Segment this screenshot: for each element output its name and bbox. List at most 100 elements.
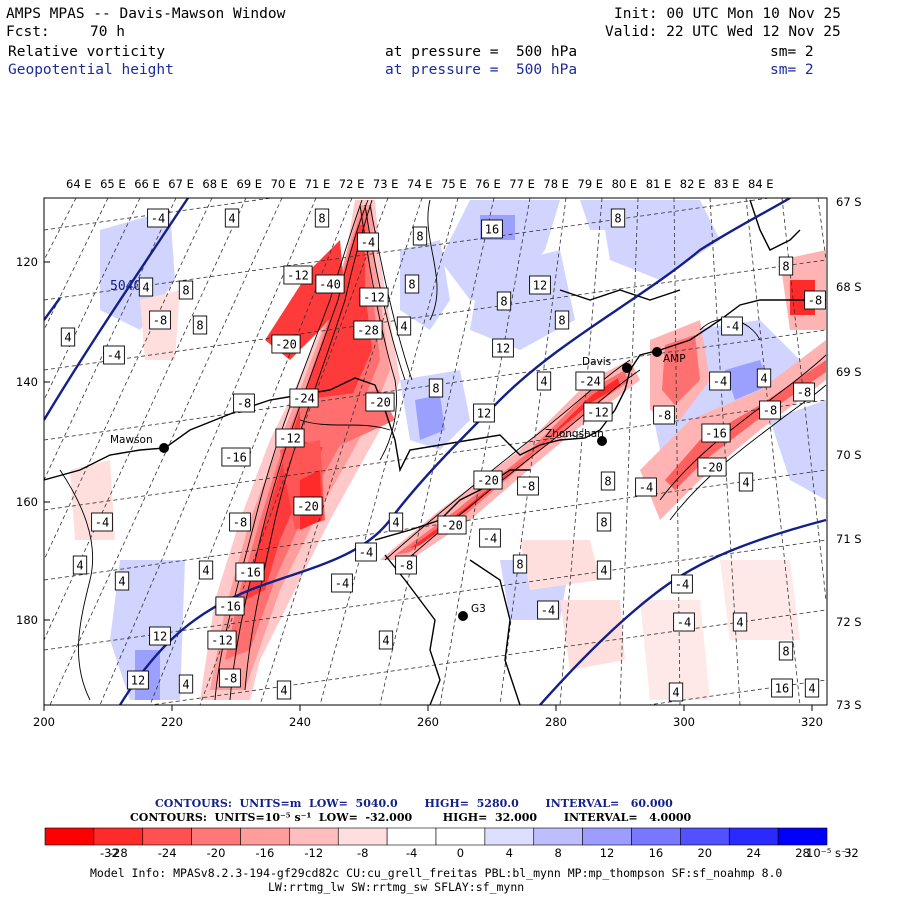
vorticity-label: -20 [437,515,467,535]
colorbar-swatch [484,827,535,846]
x-tick-label: 280 [545,715,567,729]
svg-text:-20: -20 [369,396,391,410]
lon-label: 79 E [578,177,604,191]
svg-text:8: 8 [614,212,621,226]
colorbar-tick-label: 4 [506,846,513,860]
svg-text:-20: -20 [701,461,723,475]
svg-text:-8: -8 [657,409,671,423]
vorticity-label: -8 [653,405,675,425]
svg-text:-4: -4 [725,320,739,334]
station-markers [159,347,662,621]
svg-text:4: 4 [76,559,83,573]
svg-text:4: 4 [808,682,815,696]
svg-text:-16: -16 [705,427,727,441]
svg-text:8: 8 [782,645,789,659]
vorticity-label: 4 [60,327,76,347]
vorticity-label: -20 [473,470,503,490]
svg-text:-24: -24 [579,375,601,389]
svg-text:-20: -20 [441,519,463,533]
svg-text:12: 12 [153,630,167,644]
svg-text:8: 8 [432,382,439,396]
svg-text:-4: -4 [361,236,375,250]
field2-smoothing: sm= 2 [770,62,814,78]
vorticity-label: 8 [496,291,512,311]
colorbar-swatch [386,827,437,846]
lon-label: 67 E [168,177,194,191]
svg-text:12: 12 [496,342,510,356]
colorbar-swatch [680,827,730,846]
vorticity-label: -4 [671,574,693,594]
vorticity-label: 4 [668,682,684,702]
svg-text:8: 8 [600,516,607,530]
lon-label: 84 E [748,177,774,191]
station-zhongshan [597,436,607,446]
svg-text:4: 4 [64,331,71,345]
vorticity-label: -8 [793,382,815,402]
vorticity-label: -40 [315,274,345,294]
svg-text:-8: -8 [399,559,413,573]
vorticity-label: 16 [481,219,503,239]
vorticity-label: 8 [404,274,420,294]
colorbar-units: 10⁻⁵ s⁻¹ [806,846,852,860]
vorticity-label: 8 [314,208,330,228]
svg-text:-8: -8 [153,314,167,328]
svg-text:8: 8 [500,295,507,309]
colorbar-tick-label: -12 [304,846,323,860]
model-info-line1: Model Info: MPASv8.2.3-194-gf29cd82c CU:… [90,866,783,880]
plot-area: Mawson Davis AMP Zhongshan G3 5040 -4 4 8-… [44,198,827,705]
vorticity-label: -20 [271,334,301,354]
lon-label: 83 E [714,177,740,191]
svg-text:-8: -8 [233,516,247,530]
vorticity-label: 8 [428,378,444,398]
lon-label: 82 E [680,177,706,191]
vorticity-label: -8 [229,512,251,532]
colorbar-swatch [289,827,339,846]
forecast-hour: 70 h [90,24,125,40]
svg-text:-8: -8 [237,397,251,411]
vorticity-label: 12 [149,626,171,646]
svg-text:4: 4 [382,634,389,648]
svg-text:4: 4 [392,516,399,530]
vorticity-label: -4 [355,542,377,562]
vorticity-label: -24 [289,388,319,408]
lon-label: 78 E [543,177,569,191]
colorbar-swatch [337,827,388,846]
svg-text:-8: -8 [223,672,237,686]
svg-text:8: 8 [558,314,565,328]
colorbar: -32-28 -24 -20 -16 -12 -8 -4 0 4 8 12 16 20 24 28 3210⁻… [44,827,859,860]
svg-text:-4: -4 [713,375,727,389]
svg-text:4: 4 [202,564,209,578]
station-label-g3: G3 [471,603,486,615]
vorticity-label: 8 [600,471,616,491]
colorbar-tick-label: 20 [697,846,712,860]
vorticity-label: 4 [114,571,130,591]
vorticity-label: 16 [771,678,793,698]
field1-pressure: at pressure = 500 hPa [385,44,578,60]
svg-text:16: 16 [485,223,499,237]
colorbar-tick-label: 16 [649,846,664,860]
vorticity-label: 4 [378,630,394,650]
colorbar-swatch [728,827,779,846]
vorticity-label: 8 [778,641,794,661]
vorticity-label: 4 [396,316,412,336]
lon-label: 70 E [271,177,297,191]
vorticity-label: 4 [738,472,754,492]
vorticity-label: 4 [224,208,240,228]
svg-text:-4: -4 [151,212,165,226]
field2-name: Geopotential height [8,62,174,78]
vorticity-label: 12 [127,670,149,690]
svg-text:4: 4 [118,575,125,589]
svg-text:-4: -4 [107,349,121,363]
colorbar-swatch [191,827,241,846]
station-label-mawson: Mawson [110,434,153,446]
vorticity-label: 4 [198,560,214,580]
vorticity-label: -16 [221,447,251,467]
lon-label: 72 E [339,177,365,191]
svg-text:4: 4 [600,564,607,578]
vorticity-label: -4 [721,316,743,336]
svg-text:8: 8 [196,319,203,333]
colorbar-tick-label: 12 [600,846,615,860]
svg-text:-4: -4 [675,578,689,592]
colorbar-tick-label: 28 [795,846,810,860]
